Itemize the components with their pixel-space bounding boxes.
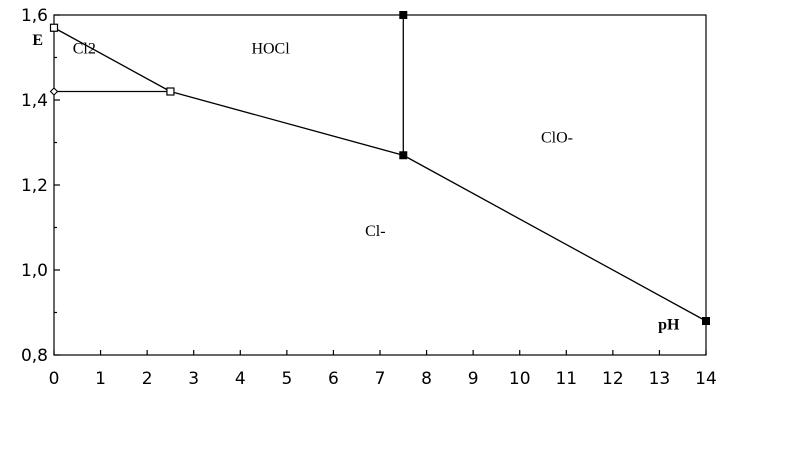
x-tick-label: 9 — [468, 369, 479, 389]
open-square-marker — [166, 87, 175, 96]
x-tick-label: 2 — [142, 369, 153, 389]
x-tick-label: 7 — [375, 369, 386, 389]
x-tick-label: 3 — [188, 369, 199, 389]
x-tick-label: 1 — [95, 369, 106, 389]
region-label: Cl2 — [73, 40, 96, 57]
y-tick-label: 1,0 — [21, 261, 48, 281]
boundary-line — [402, 154, 707, 322]
open-square-marker — [49, 23, 59, 32]
x-axis-label: pH — [658, 317, 680, 334]
x-tick-label: 11 — [555, 369, 577, 389]
y-tick-label: 1,4 — [21, 91, 48, 111]
filled-square-marker — [399, 11, 408, 19]
y-tick-label: 1,6 — [21, 6, 48, 26]
x-tick-label: 8 — [421, 369, 432, 389]
y-tick-label: 1,2 — [21, 176, 48, 196]
filled-square-marker — [399, 151, 408, 160]
x-tick-label: 10 — [509, 369, 531, 389]
region-label: HOCl — [251, 40, 290, 57]
y-axis: 0,8 1,0 1,2 1,4 1,6 — [21, 6, 60, 366]
x-tick-label: 6 — [328, 369, 339, 389]
boundary-markers — [49, 11, 710, 325]
filled-square-marker — [702, 317, 710, 325]
x-tick-label: 12 — [602, 369, 624, 389]
x-tick-label: 5 — [281, 369, 292, 389]
region-label: Cl- — [365, 223, 385, 240]
open-diamond-marker — [49, 87, 59, 96]
x-tick-label: 4 — [235, 369, 246, 389]
x-axis: 0 1 2 3 4 5 6 7 8 9 10 11 12 13 14 — [49, 350, 717, 389]
x-tick-label: 14 — [695, 369, 717, 389]
region-labels: Cl2 HOCl ClO- Cl- — [73, 40, 573, 240]
x-tick-label: 0 — [49, 369, 60, 389]
phase-boundaries — [53, 15, 707, 322]
region-label: ClO- — [541, 130, 573, 147]
y-axis-label: E — [32, 32, 43, 49]
boundary-line — [170, 90, 404, 156]
boundary-line — [53, 27, 171, 93]
y-tick-label: 0,8 — [21, 346, 48, 366]
plot-frame — [53, 14, 707, 356]
x-tick-label: 13 — [649, 369, 671, 389]
